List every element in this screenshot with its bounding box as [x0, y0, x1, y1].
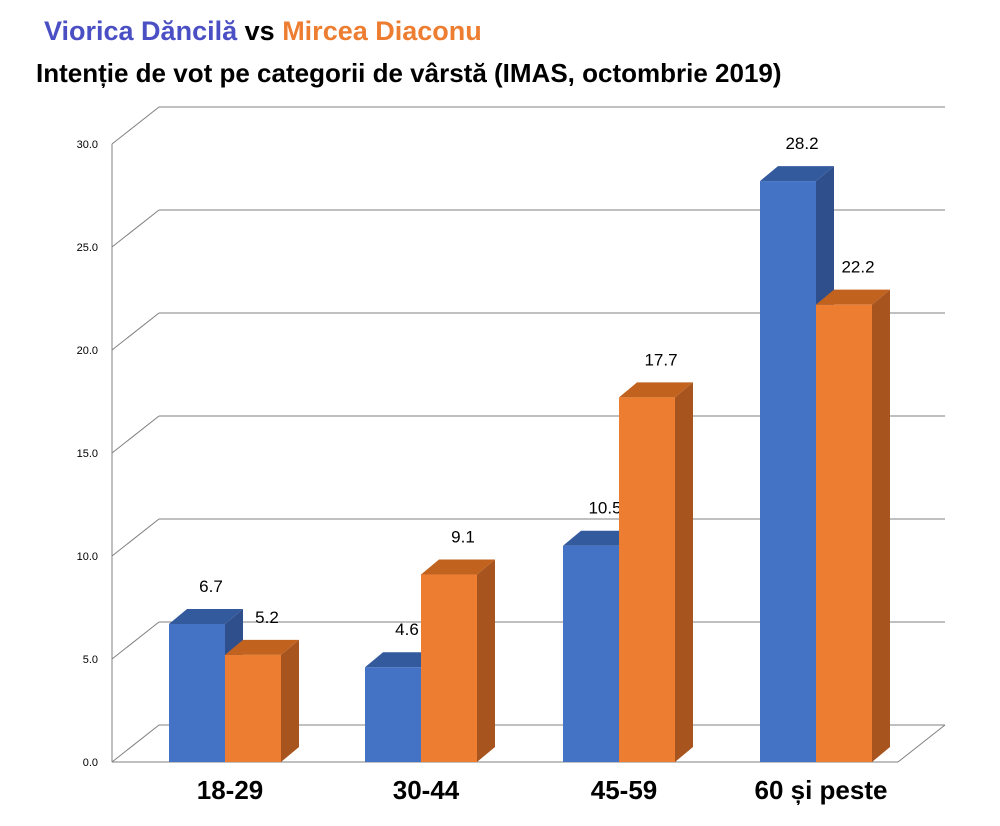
bar-front [365, 667, 421, 762]
gridline-depth [111, 312, 160, 351]
y-tick-label: 30.0 [77, 139, 98, 151]
data-label: 9.1 [451, 528, 475, 547]
title-vs: vs [244, 16, 275, 46]
data-label: 10.5 [588, 499, 621, 518]
y-tick-label: 5.0 [83, 654, 98, 666]
bar-side [872, 289, 890, 762]
bar-front [619, 397, 675, 762]
y-tick-label: 20.0 [77, 345, 98, 357]
y-tick-label: 10.0 [77, 551, 98, 563]
bar-side [675, 382, 693, 762]
data-label: 4.6 [395, 620, 419, 639]
bar-top [225, 639, 299, 655]
bar-front [421, 574, 477, 762]
x-tick-label: 45-59 [591, 775, 658, 805]
bar-top [619, 382, 693, 398]
bar-front [816, 304, 872, 762]
bar-front [563, 545, 619, 762]
bar-top [816, 289, 890, 305]
bar-front [169, 623, 225, 762]
data-label: 28.2 [785, 134, 818, 153]
bar-front [225, 654, 281, 762]
bar-top [563, 530, 637, 546]
x-tick-label: 18-29 [197, 775, 264, 805]
title-name2: Mircea Diaconu [282, 16, 482, 46]
title-name1: Viorica Dăncilă [44, 16, 238, 46]
gridline-depth [111, 621, 160, 660]
bar-side [477, 559, 495, 762]
x-tick-label: 60 și peste [755, 775, 888, 805]
data-label: 6.7 [199, 577, 223, 596]
bar: 5.2 [225, 608, 299, 762]
bar-group: 6.7 5.2 18-29 [169, 577, 299, 805]
chart-subtitle: Intenție de vot pe categorii de vârstă (… [36, 58, 782, 88]
y-tick-label: 15.0 [77, 448, 98, 460]
gridline-depth [111, 415, 160, 454]
y-tick-label: 0.0 [83, 757, 98, 769]
bar: 17.7 [619, 350, 693, 762]
gridline-depth [111, 724, 160, 763]
bar-group: 28.2 22.2 60 și peste [755, 134, 890, 805]
bar-top [421, 559, 495, 575]
data-label: 22.2 [841, 258, 874, 277]
bar: 9.1 [421, 528, 495, 762]
data-label: 17.7 [644, 350, 677, 369]
bar-top [365, 652, 439, 668]
chart-title-line1: Viorica Dăncilă vs Mircea Diaconu [44, 16, 482, 47]
bar-side [281, 639, 299, 762]
bar-group: 4.6 9.1 30-44 [365, 528, 495, 805]
x-tick-label: 30-44 [393, 775, 460, 805]
bar-front [760, 181, 816, 762]
bar-top [760, 166, 834, 182]
data-label: 5.2 [255, 608, 279, 627]
bar-group: 10.5 17.7 45-59 [563, 350, 693, 805]
gridline-depth [111, 209, 160, 248]
gridline-depth [111, 106, 160, 145]
y-tick-label: 25.0 [77, 242, 98, 254]
floor-right-edge [897, 724, 946, 763]
gridline-depth [111, 518, 160, 557]
bar: 22.2 [816, 258, 890, 762]
bar-top [169, 608, 243, 624]
